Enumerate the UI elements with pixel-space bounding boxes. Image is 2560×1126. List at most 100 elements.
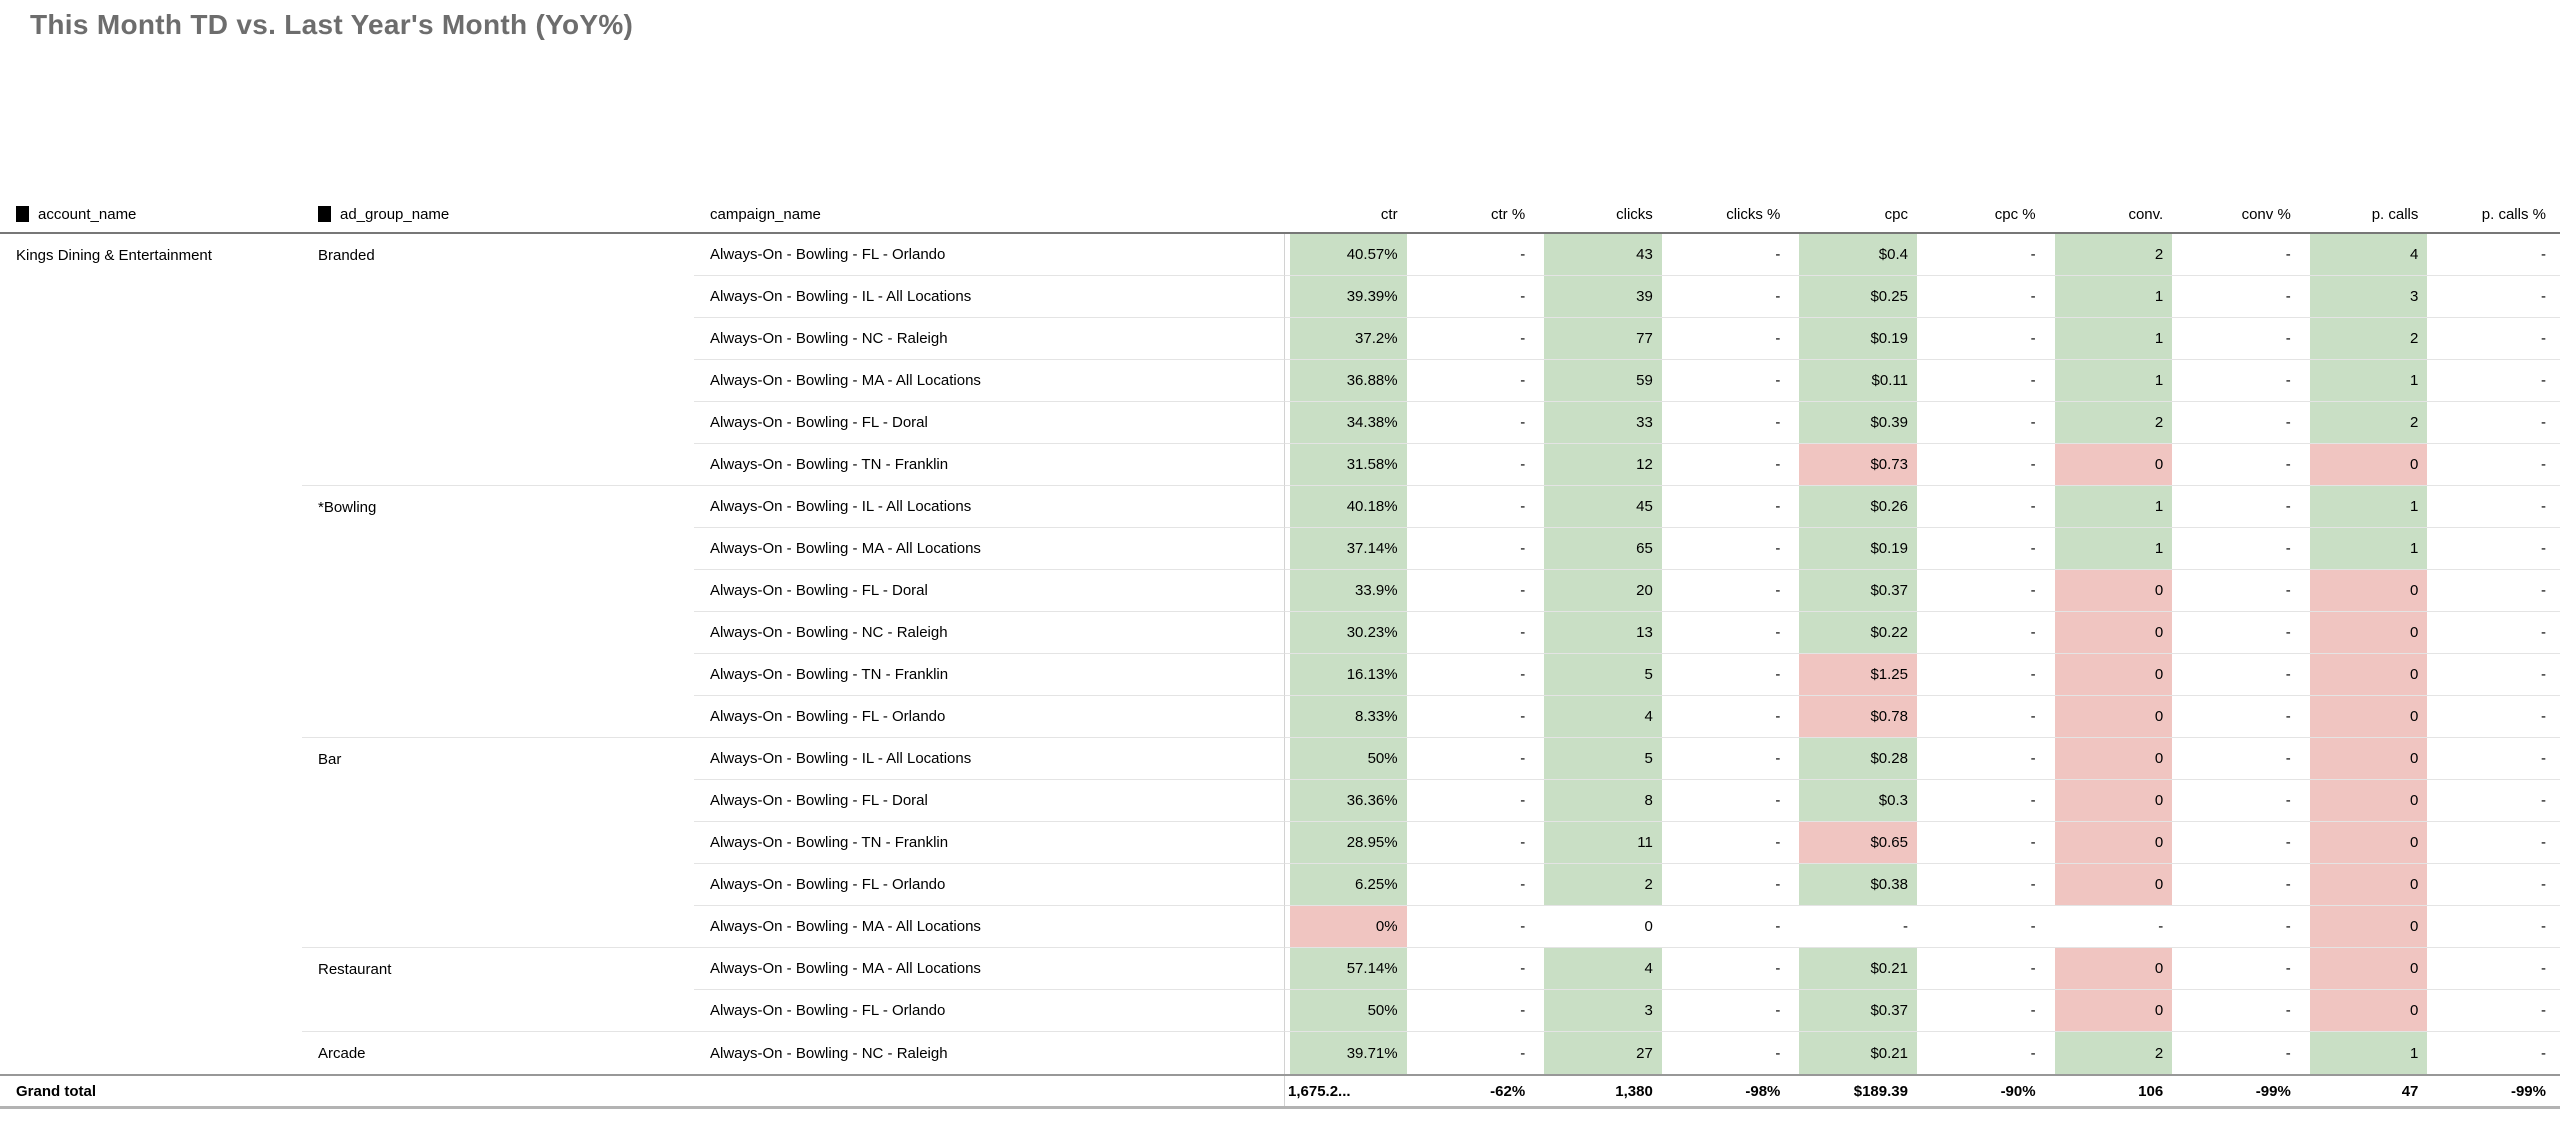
ad-group-cell — [302, 528, 694, 570]
metric-cell: 4 — [2304, 234, 2433, 276]
metric-value: - — [1520, 540, 1526, 557]
header-label: cpc % — [1994, 205, 2036, 223]
metric-cell: - — [1921, 780, 2050, 822]
header-metric-3[interactable]: clicks % — [1667, 196, 1795, 232]
heatmap-red-fill — [2309, 696, 2428, 737]
metric-value: 36.88% — [1346, 372, 1398, 389]
metric-cell: - — [2177, 528, 2305, 570]
metric-value: 2 — [2154, 246, 2164, 263]
metric-value: 34.38% — [1346, 414, 1398, 431]
metric-cell: - — [1411, 360, 1540, 402]
table-header-row: account_name ad_group_name campaign_name… — [0, 196, 2560, 234]
metric-value: 0 — [2410, 666, 2419, 683]
metric-cell: - — [2177, 780, 2305, 822]
heatmap-red-fill — [2309, 822, 2428, 863]
ad-group-cell — [302, 990, 694, 1032]
metric-cell: - — [1921, 570, 2050, 612]
header-metric-7[interactable]: conv % — [2177, 196, 2305, 232]
table-row: Always-On - Bowling - FL - Orlando 6.25% -… — [0, 864, 2560, 906]
metric-cell: 40.18% — [1284, 486, 1412, 528]
heatmap-red-fill — [2309, 444, 2428, 485]
campaign-cell: Always-On - Bowling - IL - All Locations — [694, 486, 1284, 528]
metric-cell: - — [1666, 444, 1795, 486]
table-row: Always-On - Bowling - MA - All Locations… — [0, 360, 2560, 402]
campaign-cell: Always-On - Bowling - MA - All Locations — [694, 528, 1284, 570]
metric-value: 5 — [1644, 750, 1653, 767]
heatmap-green-fill — [1544, 234, 1662, 275]
metric-value: - — [1520, 960, 1526, 977]
heatmap-green-fill — [1290, 822, 1407, 863]
metric-value: 1 — [2154, 330, 2164, 347]
metric-value: 0 — [1644, 918, 1653, 935]
header-metric-1[interactable]: ctr % — [1412, 196, 1540, 232]
metric-cell: 50% — [1284, 990, 1412, 1032]
metric-cell: 37.14% — [1284, 528, 1412, 570]
metric-value: - — [2030, 876, 2036, 893]
account-name-cell — [0, 318, 302, 360]
metric-cell: - — [2432, 696, 2560, 738]
heatmap-red-fill — [2054, 738, 2173, 779]
metric-cell: - — [2432, 906, 2560, 948]
metric-cell: - — [2432, 822, 2560, 864]
metric-cell: - — [1411, 444, 1540, 486]
metric-cell: - — [2177, 318, 2305, 360]
metric-value: - — [1775, 372, 1781, 389]
metric-cell: - — [1922, 1032, 2050, 1074]
metric-value: 37.2% — [1355, 330, 1398, 347]
header-campaign-name[interactable]: campaign_name — [694, 196, 1284, 232]
metric-cell: - — [2432, 318, 2560, 360]
header-label: cpc — [1884, 205, 1908, 223]
page-title: This Month TD vs. Last Year's Month (YoY… — [30, 9, 634, 40]
metric-cell: 65 — [1539, 528, 1667, 570]
ad-group-cell — [302, 570, 694, 612]
metric-cell: 13 — [1539, 612, 1667, 654]
metric-value: 4 — [2410, 246, 2419, 263]
metric-cell: 36.88% — [1284, 360, 1412, 402]
metric-value: - — [1520, 414, 1526, 431]
ad-group-cell — [302, 696, 694, 738]
heatmap-green-fill — [1290, 486, 1407, 527]
metric-cell: 1 — [2305, 1032, 2433, 1074]
metric-value: 0 — [2410, 582, 2419, 599]
metric-cell: 0 — [2304, 696, 2433, 738]
header-ad-group-name[interactable]: ad_group_name — [302, 196, 694, 232]
metric-value: 50% — [1367, 750, 1398, 767]
header-metric-4[interactable]: cpc — [1794, 196, 1922, 232]
metric-cell: 0 — [2304, 948, 2433, 990]
metric-value: - — [2540, 288, 2546, 305]
grand-total-value: -98% — [1745, 1082, 1781, 1100]
metric-value: - — [1775, 666, 1781, 683]
metric-cell: - — [1411, 654, 1540, 696]
account-name-cell — [0, 948, 302, 990]
table-row: Bar Always-On - Bowling - IL - All Locati… — [0, 738, 2560, 780]
metric-value: 40.57% — [1346, 246, 1398, 263]
grand-total-value: 1,675.2... — [1288, 1082, 1351, 1100]
header-metric-6[interactable]: conv. — [2050, 196, 2178, 232]
metric-value: - — [2540, 792, 2546, 809]
field-square-icon — [16, 206, 29, 222]
metric-value: - — [2030, 750, 2036, 767]
metric-value: 0 — [2410, 1002, 2419, 1019]
metric-value: - — [2285, 666, 2291, 683]
header-account-name[interactable]: account_name — [0, 196, 302, 232]
metric-cell: $0.37 — [1794, 570, 1922, 612]
heatmap-red-fill — [2054, 612, 2173, 653]
metric-cell: $0.4 — [1794, 234, 1922, 276]
metric-value: - — [2540, 540, 2546, 557]
metric-cell: 0 — [2304, 906, 2433, 948]
metric-value: - — [1775, 834, 1781, 851]
metric-cell: - — [2177, 612, 2305, 654]
header-metric-5[interactable]: cpc % — [1922, 196, 2050, 232]
metric-cell: 0 — [2304, 864, 2433, 906]
header-metric-0[interactable]: ctr — [1284, 196, 1412, 232]
table-row: Restaurant Always-On - Bowling - MA - All… — [0, 948, 2560, 990]
metric-value: - — [2540, 750, 2546, 767]
metric-value: - — [2030, 414, 2036, 431]
metric-cell: 0 — [2304, 990, 2433, 1032]
heatmap-green-fill — [1799, 1032, 1917, 1074]
header-metric-8[interactable]: p. calls — [2305, 196, 2433, 232]
header-metric-2[interactable]: clicks — [1539, 196, 1667, 232]
header-metric-9[interactable]: p. calls % — [2432, 196, 2560, 232]
field-square-icon — [318, 206, 331, 222]
grand-total-value: -90% — [2000, 1082, 2036, 1100]
